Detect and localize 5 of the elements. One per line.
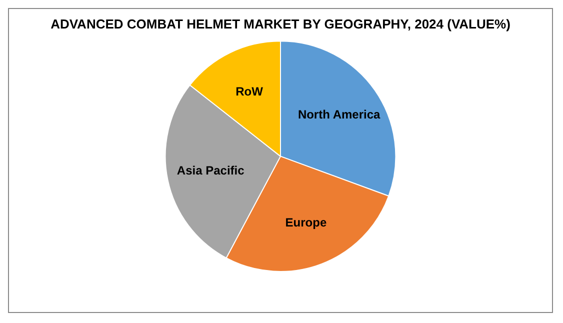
slice-label: Europe [285,215,327,230]
chart-title: ADVANCED COMBAT HELMET MARKET BY GEOGRAPHY, 2024 (VALUE%) [50,16,510,32]
slice-label: North America [298,108,381,122]
slice-label: RoW [236,84,264,98]
slice-label: Asia Pacific [176,163,245,178]
